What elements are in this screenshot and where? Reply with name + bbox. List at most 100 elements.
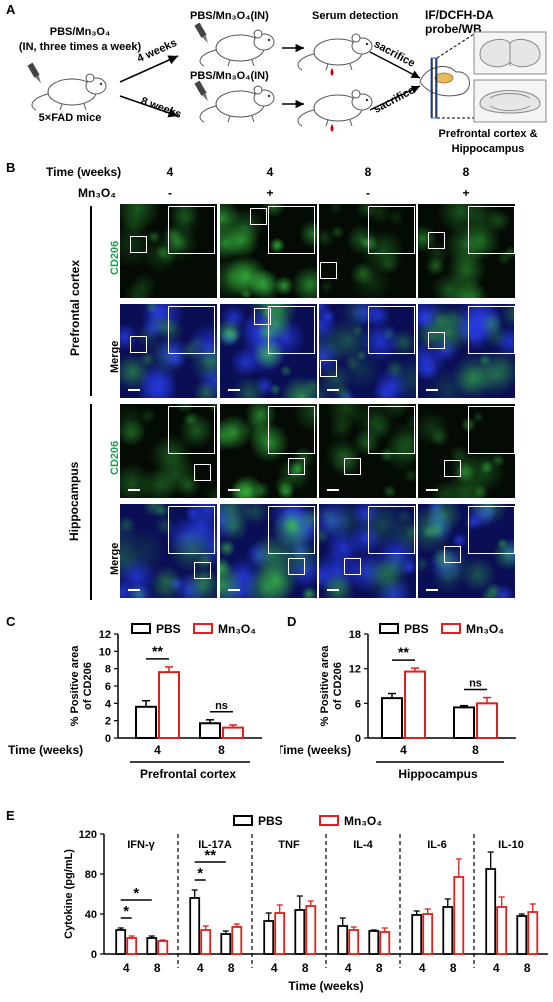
bar <box>516 915 528 955</box>
y-tick-label: 80 <box>85 869 97 881</box>
zoom-inset <box>468 506 515 554</box>
micrograph <box>418 204 515 298</box>
group-name: IL-10 <box>498 839 524 851</box>
roi-box <box>344 458 361 475</box>
bar <box>442 906 454 955</box>
x-axis-label: Time (weeks) <box>280 743 351 757</box>
treatment-note: (IN, three times a week) <box>18 41 142 53</box>
serum-label: Serum detection <box>312 10 399 22</box>
roi-box <box>130 336 147 353</box>
x-tick-label: 4 <box>197 961 204 975</box>
x-tick-label: 4 <box>123 961 130 975</box>
bar <box>189 897 201 955</box>
y-axis-label: % Positive areaof CD206 <box>69 645 94 727</box>
zoom-inset <box>268 506 315 554</box>
x-tick-label: 8 <box>228 961 235 975</box>
col3-mn: - <box>366 186 370 200</box>
zoom-inset <box>368 406 415 454</box>
hip-bracket <box>90 404 92 600</box>
workflow-diagram <box>27 22 547 132</box>
bar <box>263 920 275 955</box>
col2-time: 4 <box>266 165 274 179</box>
y-axis-label: Cytokine (pg/mL) <box>63 849 75 939</box>
bar <box>348 929 360 955</box>
sig-label: ** <box>398 644 409 660</box>
zoom-inset <box>268 206 315 254</box>
bar <box>337 925 349 955</box>
x-tick-label: 8 <box>472 743 479 757</box>
roi-box <box>254 308 271 325</box>
zoom-inset <box>168 506 215 554</box>
chart-e: 0 40 80 120 Cytokine (pg/mL) PBS Mn₃O₄ IFN-γ 4 8 *… <box>63 814 548 993</box>
scale-bar <box>426 389 438 391</box>
y-tick-label: 0 <box>105 733 111 745</box>
y-tick-label: 18 <box>349 629 361 641</box>
sig-label: ns <box>469 678 482 690</box>
region-label-2: Hippocampus <box>451 143 525 155</box>
y-tick-label: 2 <box>105 716 111 728</box>
roi-box <box>288 558 305 575</box>
panel-e-label: E <box>6 808 15 823</box>
zoom-inset <box>168 206 215 254</box>
sig-label: ** <box>204 847 216 864</box>
micrograph <box>319 304 416 398</box>
bar <box>200 929 212 955</box>
legend-label: PBS <box>258 814 283 828</box>
y-tick-label: 12 <box>349 664 361 676</box>
bar <box>158 671 180 740</box>
micrograph <box>220 504 317 598</box>
legend-swatch <box>193 623 213 634</box>
bar <box>231 926 243 955</box>
y-axis-label: % Positive areaof CD206 <box>319 645 344 727</box>
group-name: IL-17A <box>198 839 232 851</box>
roi-box <box>444 460 461 477</box>
micrograph <box>220 304 317 398</box>
col4-mn: + <box>462 186 470 200</box>
x-tick-label: 4 <box>271 961 278 975</box>
bar <box>379 931 391 955</box>
arm8-title: PBS/Mn₃O₄(IN) <box>190 70 269 82</box>
micrograph <box>418 404 515 498</box>
bar <box>404 670 426 739</box>
mouse-icon <box>31 73 107 111</box>
micrograph <box>319 404 416 498</box>
legend-swatch <box>379 623 399 634</box>
y-tick-label: 8 <box>105 664 111 676</box>
bar <box>157 940 169 955</box>
x-tick-label: 8 <box>376 961 383 975</box>
scale-bar <box>327 389 339 391</box>
roi-box <box>428 232 445 249</box>
roi-box <box>250 208 267 225</box>
legend-label: Mn₃O₄ <box>344 814 382 828</box>
y-tick-label: 10 <box>99 646 111 658</box>
y-tick-label: 4 <box>105 698 112 710</box>
bar <box>220 933 232 955</box>
region-label-1: Prefrontal cortex & <box>438 128 538 140</box>
group-label: Hippocampus <box>398 767 478 781</box>
sig-label: * <box>197 865 203 882</box>
panel-b-label: B <box>6 160 16 175</box>
zoom-inset <box>268 406 315 454</box>
group-label: Prefrontal cortex <box>140 767 236 781</box>
treatment-title: PBS/Mn₃O₄ <box>49 26 111 38</box>
bar <box>305 905 317 955</box>
zoom-inset <box>368 206 415 254</box>
roi-box <box>344 558 361 575</box>
col3-time: 8 <box>364 165 372 179</box>
bar <box>453 706 475 739</box>
arm4-title: PBS/Mn₃O₄(IN) <box>190 10 269 22</box>
chart-c: 0 2 4 6 8 10 12 % Positive areaof CD206 4 ** 8 ns Ti… <box>8 622 262 781</box>
mn-header: Mn₃O₄ <box>78 186 116 200</box>
x-tick-label: 8 <box>450 961 457 975</box>
legend-label: PBS <box>156 622 181 636</box>
micrograph <box>120 304 217 398</box>
micrograph <box>120 204 217 298</box>
micrograph <box>220 204 317 298</box>
y-tick-label: 0 <box>355 733 361 745</box>
bar <box>135 705 157 740</box>
sig-label: ns <box>215 700 228 712</box>
x-tick-label: 8 <box>302 961 309 975</box>
bar <box>146 937 158 955</box>
x-tick-label: 4 <box>419 961 426 975</box>
y-tick-label: 40 <box>85 909 97 921</box>
